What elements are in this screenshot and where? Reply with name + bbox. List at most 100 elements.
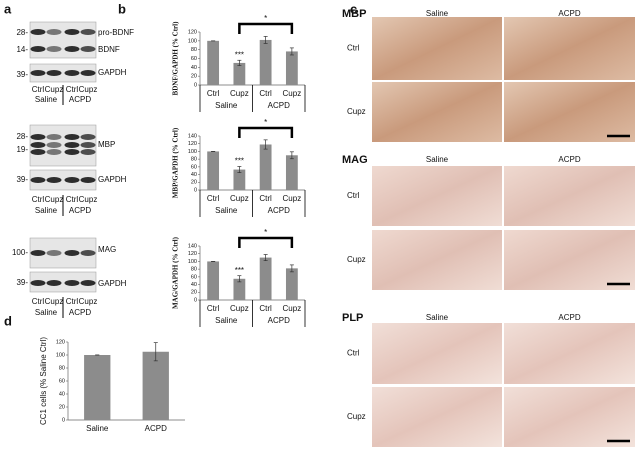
blot-strip [29, 63, 97, 83]
comparison-bracket [238, 22, 294, 34]
y-tick-label: 80 [59, 365, 65, 371]
comparison-bracket [238, 236, 294, 248]
x-tick-label: Cupz [230, 304, 249, 313]
bar [207, 40, 220, 85]
blot-band [46, 177, 62, 183]
panel-label: b [118, 1, 126, 16]
blot-band [64, 70, 80, 76]
group-label: ACPD [268, 316, 290, 325]
blot-strip [29, 169, 97, 191]
mw-marker: 39- [16, 70, 28, 79]
y-tick-label: 80 [191, 47, 197, 53]
band-label: GAPDH [98, 68, 127, 77]
y-tick-label: 120 [188, 29, 197, 35]
y-tick-label: 100 [56, 352, 65, 358]
blot-band [80, 177, 96, 183]
group-label: Saline [215, 316, 238, 325]
y-tick-label: 100 [188, 38, 197, 44]
blot-band [64, 280, 80, 286]
micrograph [372, 166, 502, 226]
row-label: Ctrl [347, 191, 360, 200]
blot-strip [29, 21, 97, 59]
y-tick-label: 140 [188, 133, 197, 139]
lane-label: Cupz [79, 85, 98, 94]
bar [142, 351, 169, 420]
bar [233, 169, 246, 190]
blot-band [80, 142, 96, 148]
blot-band [46, 29, 62, 35]
blot-band [64, 29, 80, 35]
mw-marker: 100- [12, 248, 28, 257]
band-label: GAPDH [98, 279, 127, 288]
blot-band [64, 149, 80, 155]
micrograph [504, 230, 635, 290]
band-label: pro-BDNF [98, 28, 134, 37]
bar [259, 39, 272, 85]
y-axis-label: MAG/GAPDH (% Ctrl) [172, 236, 180, 309]
blot-band [80, 134, 96, 140]
y-axis-label: MBP/GAPDH (% Ctrl) [172, 127, 180, 198]
bar [285, 51, 298, 85]
row-label: Ctrl [347, 44, 360, 53]
y-tick-label: 100 [188, 259, 197, 265]
column-label: ACPD [558, 155, 580, 164]
y-axis-label: CC1 cells (% Saline Ctrl) [39, 337, 48, 425]
bar [259, 144, 272, 190]
blot-band [46, 142, 62, 148]
band-label: BDNF [98, 45, 120, 54]
blot-strip [29, 271, 97, 293]
micrograph [504, 17, 635, 80]
column-label: Saline [426, 9, 449, 18]
comparison-label: * [264, 228, 267, 237]
blot-band [46, 149, 62, 155]
blot-band [46, 70, 62, 76]
y-tick-label: 80 [191, 267, 197, 273]
blot-band [30, 149, 46, 155]
mw-marker: 39- [16, 175, 28, 184]
panel-label: d [4, 313, 12, 328]
lane-label: Ctrl [66, 297, 79, 306]
significance: *** [235, 266, 244, 275]
panel-label: a [4, 1, 12, 16]
blot-band [46, 134, 62, 140]
row-label: Cupz [347, 412, 366, 421]
y-tick-label: 20 [191, 180, 197, 186]
group-label: Saline [215, 101, 238, 110]
y-tick-label: 0 [194, 297, 197, 303]
micrograph [504, 323, 635, 384]
y-tick-label: 40 [59, 391, 65, 397]
lane-label: Cupz [79, 297, 98, 306]
blot-band [46, 46, 62, 52]
column-label: Saline [426, 155, 449, 164]
blot-band [64, 177, 80, 183]
micrograph [504, 82, 635, 142]
mw-marker: 19- [16, 145, 28, 154]
blot-band [64, 134, 80, 140]
group-label: ACPD [268, 101, 290, 110]
blot-band [30, 29, 46, 35]
y-tick-label: 60 [191, 56, 197, 62]
y-tick-label: 0 [62, 417, 65, 423]
group-label: ACPD [69, 308, 91, 317]
column-label: ACPD [558, 9, 580, 18]
stain-label: MAG [342, 154, 368, 166]
y-tick-label: 40 [191, 282, 197, 288]
bar [207, 151, 220, 190]
y-tick-label: 120 [188, 141, 197, 147]
blot-band [30, 142, 46, 148]
lane-label: Cupz [45, 85, 64, 94]
x-tick-label: Cupz [283, 89, 302, 98]
group-label: Saline [215, 206, 238, 215]
lane-label: Ctrl [32, 195, 45, 204]
group-label: ACPD [69, 95, 91, 104]
x-tick-label: Ctrl [207, 304, 220, 313]
y-tick-label: 20 [59, 404, 65, 410]
x-tick-label: Cupz [230, 89, 249, 98]
blot-band [80, 70, 96, 76]
row-label: Ctrl [347, 349, 360, 358]
mw-marker: 28- [16, 28, 28, 37]
blot-band [64, 142, 80, 148]
blot-band [46, 250, 62, 256]
blot-band [30, 177, 46, 183]
